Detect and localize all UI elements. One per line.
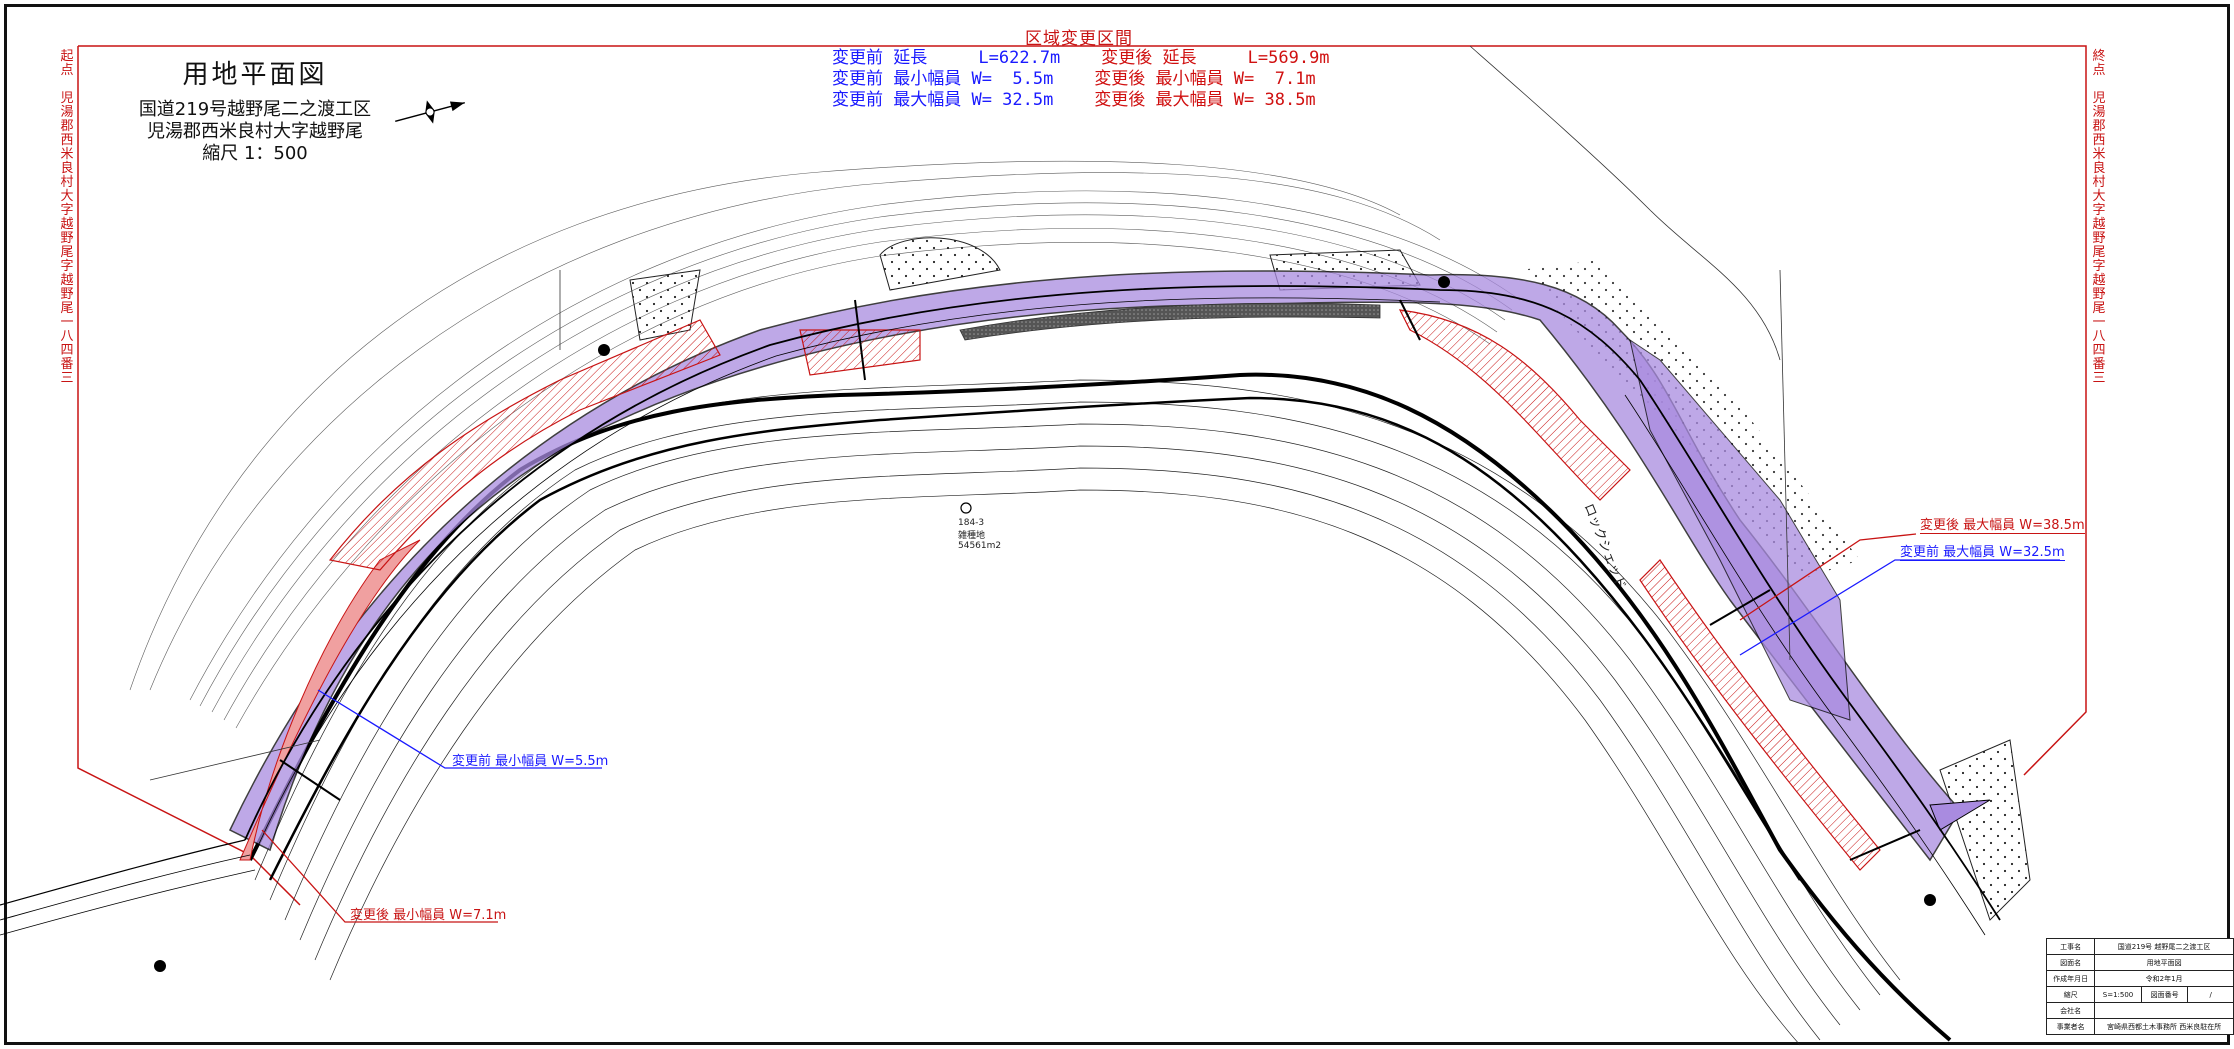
leader-before-min xyxy=(317,689,602,769)
summary-before-min: 変更前 最小幅員 W= 5.5m xyxy=(832,69,1054,89)
title-table-value: 用地平面図 xyxy=(2094,954,2234,971)
change-area-hatch-2 xyxy=(799,329,921,376)
title-table-row: 会社名 xyxy=(2045,1002,2234,1019)
parcel-marker xyxy=(960,502,972,514)
title-table-header: 図面名 xyxy=(2045,954,2096,971)
callout-before-min: 変更前 最小幅員 W=5.5m xyxy=(452,754,609,769)
end-address: 児湯郡西米良村大字越野尾字越野尾一八四番三 xyxy=(2092,91,2106,386)
drawing-frame xyxy=(4,4,2230,1045)
cross-section-lines xyxy=(279,299,1921,861)
title-table-row: 図面名 用地平面図 xyxy=(2045,954,2234,971)
drawing-scale: 縮尺 1：500 xyxy=(202,143,308,164)
zone-title: 区域変更区間 xyxy=(1025,29,1133,49)
title-table-row: 工事名 国道219号 越野尾二之渡工区 xyxy=(2045,938,2234,955)
summary-before-max: 変更前 最大幅員 W= 32.5m xyxy=(832,90,1054,110)
title-table-row: 作成年月日 令和2年1月 xyxy=(2045,970,2234,987)
title-table-row: 縮尺 S=1:500 図面番号 / xyxy=(2045,986,2234,1003)
title-table-value: S=1:500 xyxy=(2094,986,2142,1003)
change-area-hatch-4 xyxy=(1639,559,1881,871)
callout-before-max: 変更前 最大幅員 W=32.5m xyxy=(1900,541,2065,561)
start-address: 児湯郡西米良村大字越野尾字越野尾一八四番三 xyxy=(60,91,74,386)
title-table-value: 宮崎県西都土木事務所 西米良駐在所 xyxy=(2094,1018,2234,1035)
start-heading: 起点 xyxy=(60,49,74,78)
summary-before-length: 変更前 延長 L=622.7m xyxy=(832,48,1061,68)
dotted-area-2 xyxy=(879,237,1001,291)
title-table-value: 国道219号 越野尾二之渡工区 xyxy=(2094,938,2234,955)
title-table-value xyxy=(2094,1002,2234,1019)
parcel-label: 184-3 雑種地 54561m2 xyxy=(958,518,1001,551)
end-heading: 終点 xyxy=(2092,49,2106,78)
parcel-area: 54561m2 xyxy=(958,541,1002,551)
zone-boundary xyxy=(77,46,301,906)
summary-after-length: 変更後 延長 L=569.9m xyxy=(1101,48,1330,68)
road-lines xyxy=(0,285,2001,936)
leader-after-max xyxy=(1739,533,1917,621)
title-table-header: 縮尺 xyxy=(2045,986,2096,1003)
change-area-hatch-1 xyxy=(328,319,721,571)
drawing-title: 用地平面図 xyxy=(182,60,328,90)
after-area-corner xyxy=(1929,799,1991,831)
title-table-header: 工事名 xyxy=(2045,938,2096,955)
change-area-hatch-3 xyxy=(1398,309,1631,501)
summary-after-min: 変更後 最小幅員 W= 7.1m xyxy=(1094,69,1316,89)
route-name: 国道219号越野尾二之渡工区 xyxy=(138,99,372,120)
parcel-use: 雑種地 xyxy=(958,531,986,541)
survey-points xyxy=(154,276,1936,972)
contours-inner xyxy=(254,379,1901,1046)
zone-boundary-top xyxy=(78,45,2087,776)
title-table-header: 図面番号 xyxy=(2140,986,2189,1003)
summary-after-max: 変更後 最大幅員 W= 38.5m xyxy=(1094,90,1316,110)
property-lines xyxy=(149,45,1791,781)
change-summary: 変更前 延長 L=622.7m 変更後 延長 L=569.9m 変更前 最小幅員… xyxy=(832,48,1330,111)
start-label: 起点 児湯郡西米良村大字越野尾字越野尾一八四番三 xyxy=(58,50,76,386)
drawing-title-block: 用地平面図 国道219号越野尾二之渡工区 児湯郡西米良村大字越野尾 縮尺 1：5… xyxy=(120,54,390,165)
dotted-area-5 xyxy=(1939,739,2031,921)
north-arrow-icon xyxy=(395,100,465,124)
change-area-left xyxy=(239,539,421,861)
title-table-header: 事業者名 xyxy=(2045,1018,2096,1035)
title-table-value: / xyxy=(2187,986,2234,1003)
callout-after-max: 変更後 最大幅員 W=38.5m xyxy=(1920,514,2085,534)
parcel-number: 184-3 xyxy=(958,518,985,528)
title-table-header: 会社名 xyxy=(2045,1002,2096,1019)
callout-after-min: 変更後 最小幅員 W=7.1m xyxy=(350,908,507,923)
end-label: 終点 児湯郡西米良村大字越野尾字越野尾一八四番三 xyxy=(2090,50,2108,386)
title-table: 工事名 国道219号 越野尾二之渡工区 図面名 用地平面図 作成年月日 令和2年… xyxy=(2045,938,2234,1035)
after-area xyxy=(229,270,1961,862)
title-table-value: 令和2年1月 xyxy=(2094,970,2234,987)
leader-after-min xyxy=(261,829,498,923)
contours-outer xyxy=(129,160,1521,729)
place-name: 児湯郡西米良村大字越野尾 xyxy=(147,121,363,142)
title-table-row: 事業者名 宮崎県西都土木事務所 西米良駐在所 xyxy=(2045,1018,2234,1035)
change-area-dark xyxy=(959,302,1381,341)
title-table-header: 作成年月日 xyxy=(2045,970,2096,987)
